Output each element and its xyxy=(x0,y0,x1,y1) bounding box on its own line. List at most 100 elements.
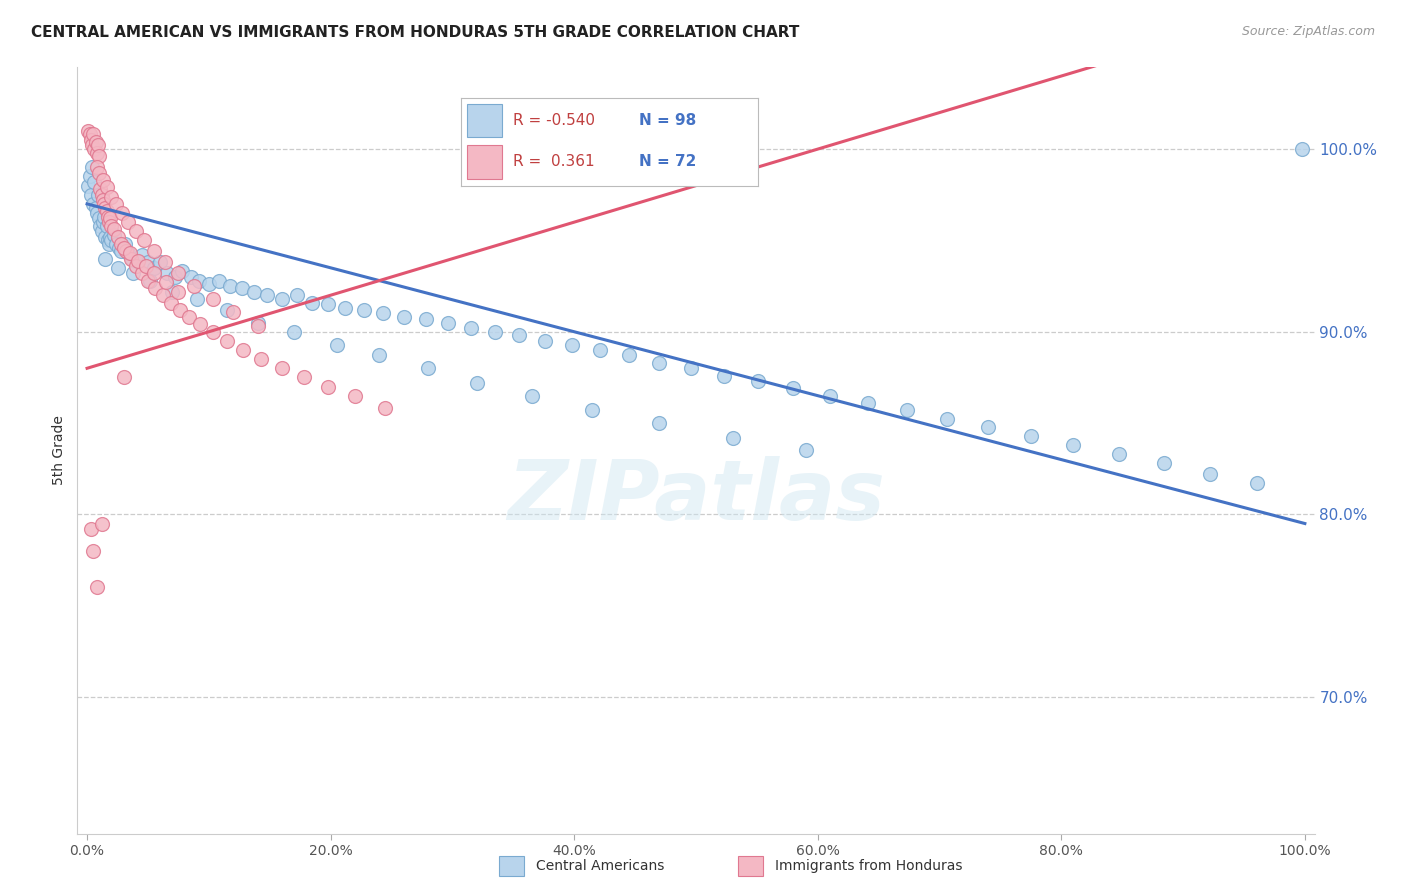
Point xyxy=(1246,476,1268,491)
Point xyxy=(110,244,132,259)
Point xyxy=(139,274,162,288)
Point xyxy=(79,169,101,184)
Point xyxy=(520,389,543,403)
Point xyxy=(508,328,530,343)
Point xyxy=(170,264,193,278)
Point xyxy=(316,297,339,311)
Point xyxy=(217,302,239,317)
Point xyxy=(89,166,111,180)
Point xyxy=(217,334,239,348)
Point xyxy=(1291,142,1313,156)
Point xyxy=(368,349,391,363)
Point xyxy=(79,128,101,142)
Point xyxy=(180,269,202,284)
Point xyxy=(415,312,437,326)
Point xyxy=(256,288,278,302)
Point xyxy=(167,266,190,280)
Point xyxy=(105,237,128,252)
Point xyxy=(105,197,128,211)
Point xyxy=(794,443,817,458)
Point xyxy=(84,201,107,215)
Point xyxy=(111,206,134,220)
Point xyxy=(183,279,205,293)
Point xyxy=(163,269,186,284)
Point xyxy=(98,211,121,226)
Point xyxy=(167,285,190,299)
Point xyxy=(97,234,120,248)
Point xyxy=(112,241,135,255)
Point xyxy=(80,161,103,175)
Point xyxy=(935,412,957,426)
Point xyxy=(86,206,108,220)
Point xyxy=(283,325,305,339)
Point xyxy=(91,173,114,187)
Point xyxy=(107,229,129,244)
Point xyxy=(713,368,735,383)
Point xyxy=(107,260,129,275)
Point xyxy=(136,274,159,288)
Point xyxy=(1019,429,1042,443)
Point xyxy=(131,266,153,280)
Point xyxy=(747,374,769,388)
Point xyxy=(179,310,201,325)
Point xyxy=(782,381,804,395)
Point xyxy=(91,193,114,207)
Point xyxy=(1199,467,1222,482)
Point xyxy=(1063,438,1085,452)
Point xyxy=(122,266,145,280)
Point xyxy=(100,189,122,203)
Point xyxy=(818,389,841,403)
Point xyxy=(201,292,224,306)
Point xyxy=(107,241,129,255)
Point xyxy=(93,197,115,211)
Point xyxy=(484,325,506,339)
Point xyxy=(89,211,111,226)
Point xyxy=(117,246,139,260)
Point xyxy=(82,197,104,211)
Point xyxy=(83,175,105,189)
Point xyxy=(301,295,323,310)
Text: CENTRAL AMERICAN VS IMMIGRANTS FROM HONDURAS 5TH GRADE CORRELATION CHART: CENTRAL AMERICAN VS IMMIGRANTS FROM HOND… xyxy=(31,25,799,40)
Point xyxy=(856,396,879,410)
Text: ZIPatlas: ZIPatlas xyxy=(508,456,884,537)
Point xyxy=(392,310,415,325)
Point xyxy=(98,215,121,229)
Point xyxy=(436,316,458,330)
Point xyxy=(89,182,111,196)
Point xyxy=(896,403,918,417)
Point xyxy=(155,276,177,290)
Point xyxy=(90,224,112,238)
Point xyxy=(246,319,269,334)
Point xyxy=(222,304,245,318)
Point xyxy=(162,285,184,299)
Point xyxy=(681,361,703,376)
Point xyxy=(131,248,153,262)
Point xyxy=(316,379,339,393)
Point xyxy=(112,370,135,384)
Point xyxy=(118,246,141,260)
Point xyxy=(83,142,105,156)
Point xyxy=(353,302,375,317)
Point xyxy=(152,288,174,302)
Point xyxy=(648,356,671,370)
Point xyxy=(246,316,269,330)
Point xyxy=(96,180,118,194)
Point xyxy=(285,288,308,302)
Point xyxy=(82,544,104,558)
Point xyxy=(100,234,122,248)
Point xyxy=(153,255,176,269)
Point xyxy=(89,149,111,163)
Point xyxy=(94,201,117,215)
Point xyxy=(127,253,149,268)
Text: Central Americans: Central Americans xyxy=(536,859,664,873)
Point xyxy=(201,325,224,339)
Point xyxy=(231,281,253,295)
Point xyxy=(98,237,121,252)
Point xyxy=(617,349,640,363)
Point xyxy=(335,301,357,315)
Point xyxy=(169,302,191,317)
Point xyxy=(89,219,111,233)
Point xyxy=(97,210,120,224)
Point xyxy=(135,259,157,273)
Point xyxy=(1153,456,1175,470)
